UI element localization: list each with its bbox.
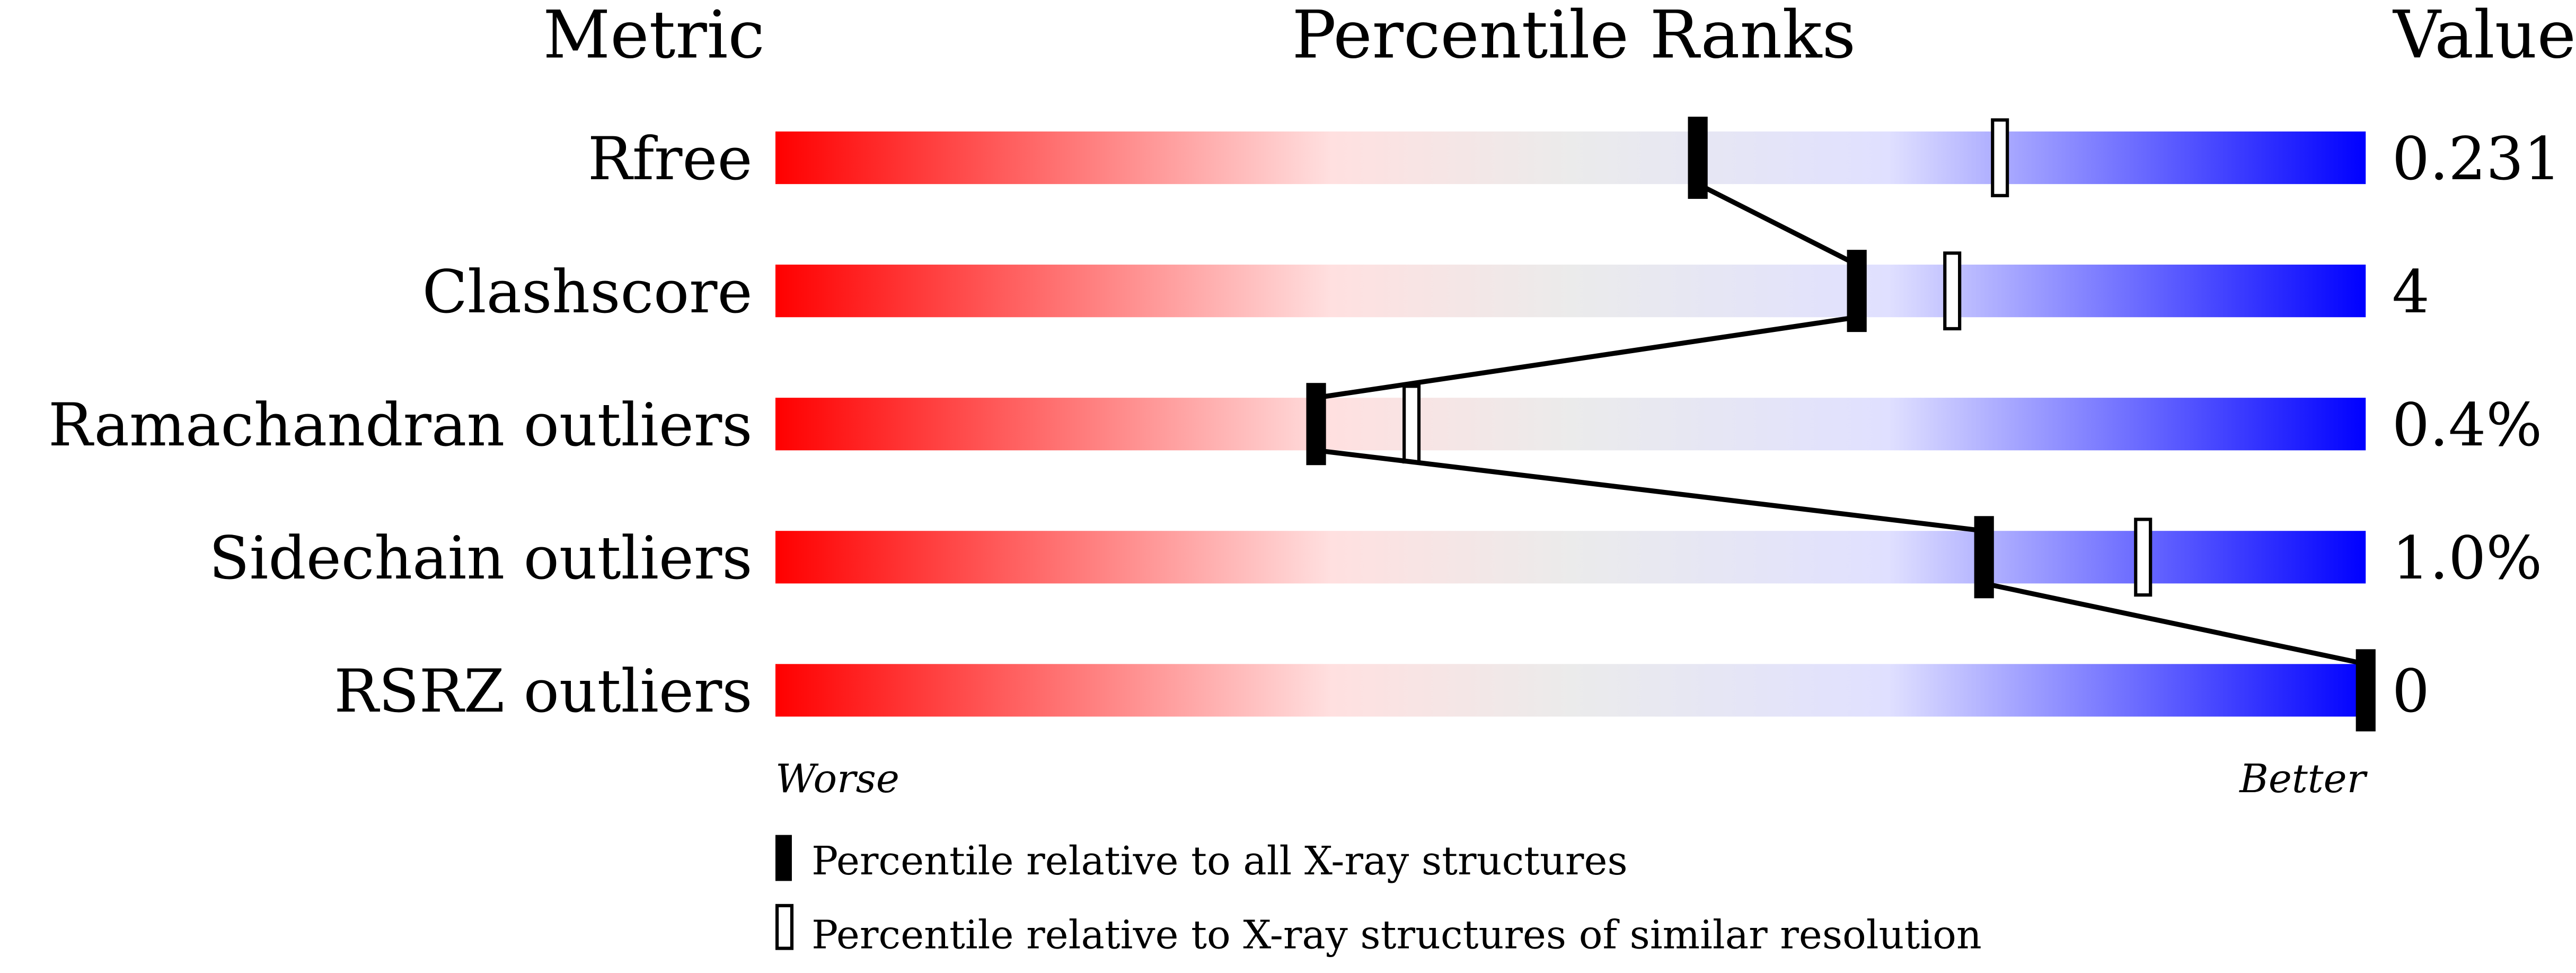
connector-line <box>1983 581 2367 667</box>
metric-value: 1.0% <box>2392 524 2542 593</box>
legend-hollow-marker <box>775 904 794 950</box>
legend-filled-marker <box>775 835 792 881</box>
metric-label: Clashscore <box>422 258 753 327</box>
legend-hollow-label: Percentile relative to X-ray structures … <box>811 912 1982 958</box>
better-label: Better <box>2238 756 2368 802</box>
connector-line <box>1316 448 1984 533</box>
all-structures-marker <box>2356 649 2376 732</box>
legend-filled-label: Percentile relative to all X-ray structu… <box>811 838 1628 884</box>
gradient-bar <box>775 398 2366 451</box>
gradient-bar <box>775 531 2366 584</box>
all-structures-marker <box>1688 117 1708 199</box>
similar-resolution-marker <box>2134 518 2152 597</box>
metric-value: 0.4% <box>2392 391 2542 460</box>
connector-line <box>1316 314 1857 400</box>
all-structures-marker <box>1974 516 1994 599</box>
metric-value: 0.231 <box>2392 125 2561 194</box>
metric-label: RSRZ outliers <box>334 657 752 726</box>
all-structures-marker <box>1306 383 1326 466</box>
metric-value: 0 <box>2392 657 2430 726</box>
header-value: Value <box>2392 0 2576 73</box>
header-percentile-ranks: Percentile Ranks <box>1292 0 1856 73</box>
similar-resolution-marker <box>1402 384 1421 464</box>
metric-label: Rfree <box>588 125 753 194</box>
gradient-bar <box>775 664 2366 717</box>
all-structures-marker <box>1847 250 1867 332</box>
connector-line <box>1697 182 1858 267</box>
metric-label: Sidechain outliers <box>209 524 752 593</box>
similar-resolution-marker <box>1943 251 1962 331</box>
gradient-bar <box>775 131 2366 185</box>
header-metric: Metric <box>543 0 764 73</box>
worse-label: Worse <box>775 756 899 802</box>
similar-resolution-marker <box>1991 118 2009 197</box>
metric-value: 4 <box>2392 258 2430 327</box>
gradient-bar <box>775 265 2366 318</box>
metric-label: Ramachandran outliers <box>48 391 753 460</box>
